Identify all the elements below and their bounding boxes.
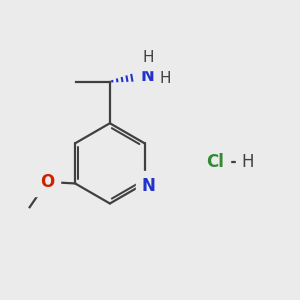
Text: Cl: Cl	[206, 153, 224, 171]
Text: N: N	[140, 67, 154, 85]
Text: O: O	[40, 173, 54, 191]
Text: H: H	[160, 71, 171, 86]
Text: H: H	[143, 50, 154, 65]
Text: N: N	[142, 177, 155, 195]
Text: H: H	[242, 153, 254, 171]
